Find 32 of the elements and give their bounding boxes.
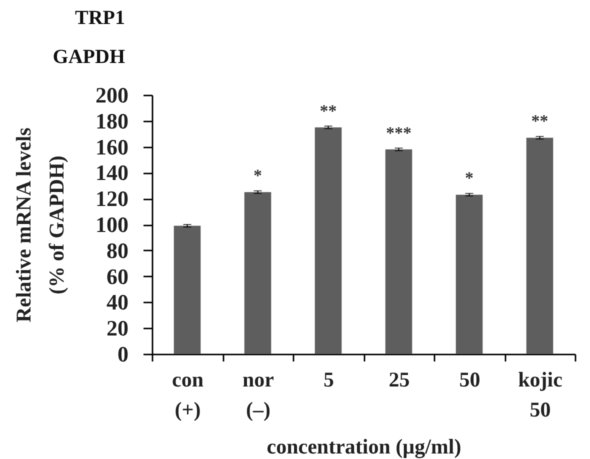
annotation: * (465, 168, 474, 188)
bar (314, 127, 342, 354)
bar (526, 138, 554, 354)
y-tick-label: 0 (118, 342, 128, 366)
y-tick-label: 60 (106, 264, 128, 289)
y-tick-label: 140 (96, 160, 128, 186)
text: TRP1 (75, 7, 125, 29)
text: GAPDH (52, 46, 126, 68)
y-tick-label: 100 (96, 212, 128, 237)
y-tick-label: 180 (96, 108, 128, 134)
x-tick-label: 5 (324, 368, 334, 392)
y-tick-label: 40 (106, 290, 128, 315)
y-tick-label: 120 (96, 186, 128, 212)
y-axis-title: Relative mRNA levels (% of GAPDH) (12, 128, 68, 322)
bar (244, 192, 272, 354)
x-axis-title: concentration (μg/ml) (266, 434, 462, 458)
x-tick-label: kojic 50 (518, 368, 562, 422)
annotation: ** (320, 101, 337, 120)
annotation: * (254, 166, 262, 186)
annotation: ** (531, 112, 548, 131)
bar (456, 194, 483, 354)
x-tick-label: 50 (459, 368, 480, 392)
bar (385, 149, 412, 354)
x-tick-label: nor (–) (242, 368, 274, 422)
y-tick-label: 20 (106, 316, 128, 341)
x-tick-label: con (+) (172, 368, 204, 422)
bar (174, 226, 201, 354)
annotation: *** (386, 123, 412, 142)
y-tick-label: 160 (96, 134, 128, 160)
y-tick-label: 200 (96, 82, 128, 108)
x-tick-label: 25 (388, 368, 410, 392)
y-tick-label: 80 (106, 238, 128, 263)
